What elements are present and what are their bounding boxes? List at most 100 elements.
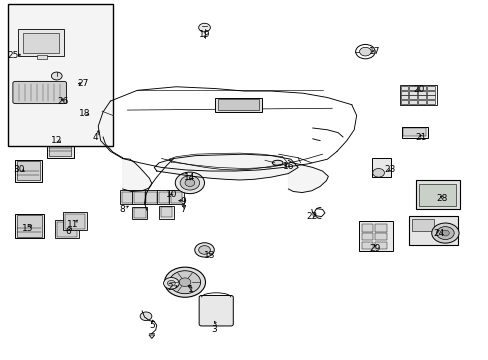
Bar xyxy=(159,206,173,219)
Text: 1: 1 xyxy=(187,285,193,294)
Circle shape xyxy=(359,47,370,56)
Bar xyxy=(65,214,84,229)
Bar xyxy=(400,91,407,95)
Text: 3: 3 xyxy=(211,325,217,334)
Text: 29: 29 xyxy=(369,244,380,253)
Text: 30: 30 xyxy=(14,166,25,175)
Text: 9: 9 xyxy=(180,197,186,206)
Polygon shape xyxy=(149,335,155,338)
Bar xyxy=(401,127,427,138)
Text: 2: 2 xyxy=(167,283,173,292)
Bar xyxy=(411,220,433,231)
Ellipse shape xyxy=(272,160,283,165)
Text: 27: 27 xyxy=(77,80,88,89)
Bar xyxy=(217,99,259,111)
Bar xyxy=(120,190,135,204)
Bar xyxy=(426,100,434,104)
Text: 20: 20 xyxy=(412,85,424,94)
Bar xyxy=(417,91,425,95)
Text: 14: 14 xyxy=(184,173,195,182)
Bar xyxy=(63,212,86,230)
Text: 21: 21 xyxy=(414,133,426,142)
Bar xyxy=(408,216,457,245)
Circle shape xyxy=(175,172,204,194)
Text: 16: 16 xyxy=(282,162,294,171)
Bar xyxy=(361,233,372,240)
Text: 24: 24 xyxy=(432,229,443,238)
Bar xyxy=(215,98,261,112)
Bar xyxy=(8,4,113,146)
Text: 22: 22 xyxy=(305,212,317,221)
Text: 19: 19 xyxy=(198,30,210,39)
Text: 28: 28 xyxy=(435,194,447,203)
Bar xyxy=(426,86,434,90)
Bar xyxy=(57,222,77,237)
Bar xyxy=(132,207,147,219)
Bar xyxy=(408,100,416,104)
Bar xyxy=(168,190,183,204)
Bar xyxy=(47,135,74,158)
Circle shape xyxy=(164,267,205,297)
Bar xyxy=(426,91,434,95)
Bar xyxy=(358,221,392,251)
Circle shape xyxy=(431,223,458,243)
Bar xyxy=(361,225,372,231)
Bar xyxy=(408,95,416,99)
Bar xyxy=(418,184,455,206)
Bar xyxy=(160,207,172,217)
FancyBboxPatch shape xyxy=(18,30,64,56)
Polygon shape xyxy=(122,158,152,192)
Circle shape xyxy=(198,246,210,254)
Bar xyxy=(15,159,42,182)
Text: 15: 15 xyxy=(22,224,33,233)
Text: 13: 13 xyxy=(203,251,215,260)
Text: 10: 10 xyxy=(165,190,177,199)
Text: 23: 23 xyxy=(384,166,395,175)
Bar xyxy=(22,33,59,53)
Text: 4: 4 xyxy=(93,133,99,142)
FancyBboxPatch shape xyxy=(199,296,233,326)
Bar xyxy=(49,137,71,156)
Bar xyxy=(55,220,79,238)
Circle shape xyxy=(441,230,448,236)
Polygon shape xyxy=(154,154,298,180)
Bar xyxy=(415,180,459,209)
Text: 17: 17 xyxy=(368,47,380,56)
Bar xyxy=(122,192,133,203)
Bar xyxy=(157,190,171,204)
Circle shape xyxy=(51,72,62,80)
Bar xyxy=(158,192,169,203)
Text: 6: 6 xyxy=(65,228,71,237)
Bar xyxy=(399,85,436,105)
Text: 25: 25 xyxy=(7,51,19,60)
Text: 5: 5 xyxy=(149,321,154,330)
Circle shape xyxy=(194,243,214,257)
Bar xyxy=(403,129,426,136)
FancyBboxPatch shape xyxy=(13,81,66,104)
Bar xyxy=(400,86,407,90)
Bar xyxy=(408,91,416,95)
Circle shape xyxy=(140,312,152,320)
Bar xyxy=(426,95,434,99)
Bar xyxy=(417,100,425,104)
Circle shape xyxy=(198,23,210,32)
Text: 18: 18 xyxy=(79,109,90,118)
Bar xyxy=(98,131,113,138)
Bar xyxy=(17,215,41,237)
Bar xyxy=(170,192,181,203)
Text: 11: 11 xyxy=(67,220,79,229)
Bar xyxy=(374,233,386,240)
Text: 7: 7 xyxy=(180,205,186,214)
Bar xyxy=(371,158,390,177)
Text: 12: 12 xyxy=(51,136,62,145)
Bar xyxy=(37,55,47,59)
Bar xyxy=(361,242,372,249)
Bar xyxy=(374,225,386,231)
Bar xyxy=(100,131,111,137)
Circle shape xyxy=(93,108,103,115)
Bar xyxy=(146,192,157,203)
Bar xyxy=(144,190,159,204)
Circle shape xyxy=(436,226,453,239)
Polygon shape xyxy=(288,160,328,193)
Bar xyxy=(134,192,145,203)
